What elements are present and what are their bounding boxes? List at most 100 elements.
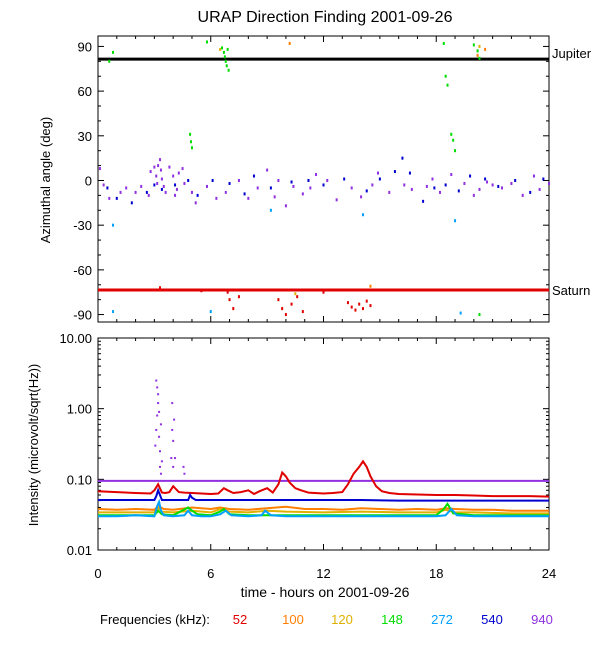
azimuth-point-940 [314, 173, 317, 177]
y-tick-label: -90 [73, 308, 92, 323]
azimuth-point-940 [162, 184, 165, 188]
azimuth-point-540 [243, 192, 246, 196]
azimuth-point-272 [112, 310, 115, 314]
azimuth-point-148 [221, 46, 224, 50]
legend-item-100: 100 [282, 612, 304, 627]
intensity-line-100 [97, 504, 549, 512]
azimuth-point-52 [284, 313, 287, 317]
azimuth-point-940 [510, 181, 513, 185]
azimuth-point-100 [484, 47, 487, 51]
azimuth-panel: Azimuthal angle (deg) Jupiter Saturn 90 6… [38, 35, 592, 323]
intensity-point-940-burst [159, 450, 162, 453]
azimuth-point-540 [457, 189, 460, 193]
azimuth-point-148 [190, 140, 193, 144]
azimuth-plot-frame [97, 35, 550, 323]
azimuth-point-940 [190, 190, 193, 194]
azimuth-point-148 [223, 55, 226, 59]
intensity-point-940-burst [157, 402, 160, 405]
azimuth-point-148 [112, 50, 115, 54]
azimuth-point-52 [354, 308, 357, 312]
azimuth-point-148 [205, 40, 208, 44]
azimuth-point-940 [102, 183, 105, 187]
x-tick-label: 24 [542, 566, 556, 581]
azimuth-point-540 [422, 199, 425, 203]
azimuth-point-940 [284, 204, 287, 208]
azimuth-point-940 [425, 184, 428, 188]
azimuth-point-940 [292, 184, 295, 188]
azimuth-point-940 [147, 193, 150, 197]
azimuth-point-940 [431, 177, 434, 181]
azimuth-point-940 [183, 181, 186, 185]
azimuth-point-52 [369, 304, 372, 308]
azimuth-point-940 [439, 190, 442, 194]
azimuth-point-940 [153, 165, 156, 169]
azimuth-point-940 [160, 177, 163, 181]
intensity-point-940-burst [158, 435, 161, 438]
azimuth-point-100 [288, 41, 291, 45]
azimuth-point-540 [393, 170, 396, 174]
x-tick-labels: 0 6 12 18 24 [94, 566, 556, 581]
azimuth-point-540 [484, 177, 487, 181]
azimuth-point-940 [215, 196, 218, 200]
x-axis-label: time - hours on 2001-09-26 [241, 584, 410, 600]
azimuth-point-540 [343, 177, 346, 181]
intensity-series [97, 379, 550, 518]
x-tick-label: 0 [94, 566, 101, 581]
intensity-point-940-burst [155, 428, 158, 431]
azimuth-point-52 [232, 307, 235, 311]
y-tick-label: 0.10 [67, 472, 92, 487]
legend-item-148: 148 [381, 612, 403, 627]
azimuth-point-540 [160, 187, 163, 191]
intensity-point-940-burst [160, 460, 163, 463]
azimuth-point-540 [401, 156, 404, 160]
azimuth-point-940 [521, 193, 524, 197]
azimuth-point-940 [181, 167, 184, 171]
azimuth-point-52 [290, 302, 293, 306]
azimuth-point-940 [335, 198, 338, 202]
azimuth-point-52 [358, 302, 361, 306]
intensity-point-940-burst [173, 418, 176, 421]
azimuth-point-540 [307, 178, 310, 182]
azimuth-point-540 [252, 174, 255, 178]
azimuth-point-940 [177, 171, 180, 175]
saturn-label: Saturn [552, 283, 590, 298]
azimuth-point-540 [196, 193, 199, 197]
azimuth-point-52 [301, 310, 304, 314]
intensity-point-940-burst [154, 444, 157, 447]
x-tick-label: 6 [207, 566, 214, 581]
intensity-xticks [97, 338, 550, 550]
azimuth-point-940 [156, 181, 159, 185]
x-tick-label: 18 [429, 566, 443, 581]
intensity-line-272 [98, 498, 549, 518]
azimuth-point-940 [501, 186, 504, 190]
intensity-point-940-burst [171, 402, 174, 405]
azimuth-point-940 [168, 165, 171, 169]
azimuth-point-940 [388, 190, 391, 194]
azimuth-point-52 [361, 307, 364, 311]
azimuth-point-540 [228, 181, 231, 185]
azimuth-point-940 [266, 168, 269, 172]
azimuth-point-148 [446, 83, 449, 87]
azimuth-point-120 [478, 44, 481, 48]
intensity-point-940-burst [157, 393, 160, 396]
azimuth-point-148 [225, 64, 228, 68]
intensity-point-940-burst [156, 386, 159, 389]
azimuth-point-540 [542, 177, 545, 181]
azimuth-point-540 [444, 183, 447, 187]
azimuth-points [98, 40, 550, 317]
azimuth-point-120 [219, 47, 222, 51]
azimuth-point-540 [211, 178, 214, 182]
jupiter-label: Jupiter [552, 46, 592, 61]
azimuth-point-940 [159, 168, 162, 172]
azimuth-point-540 [378, 177, 381, 181]
azimuth-point-272 [459, 311, 462, 315]
azimuth-point-940 [159, 158, 162, 162]
azimuth-point-148 [476, 49, 479, 53]
azimuth-point-540 [365, 189, 368, 193]
azimuth-point-940 [224, 190, 227, 194]
azimuth-point-940 [108, 196, 111, 200]
azimuth-point-940 [194, 201, 197, 205]
azimuth-point-540 [115, 196, 118, 200]
azimuth-point-540 [469, 174, 472, 178]
azimuth-point-540 [130, 201, 133, 205]
